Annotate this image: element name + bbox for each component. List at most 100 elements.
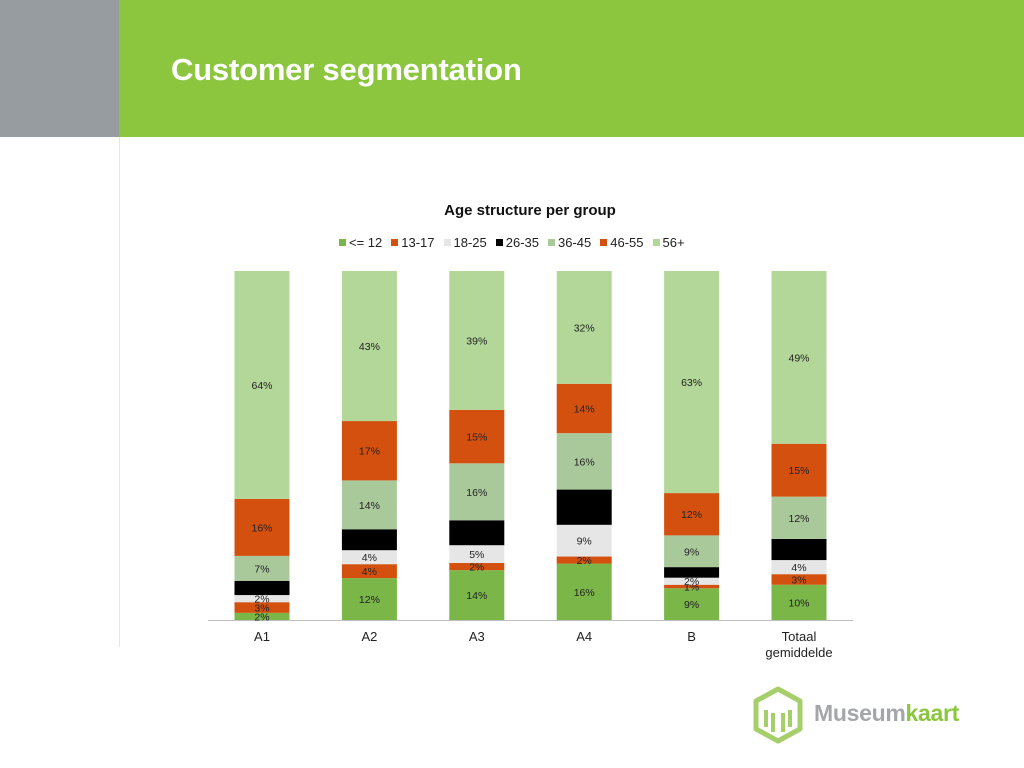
data-label: 2%: [684, 576, 699, 588]
x-tick-label: Totaal: [782, 629, 817, 644]
logo-word-kaart: kaart: [905, 700, 960, 726]
bar-segment: [664, 577, 720, 585]
bar-segment: [234, 602, 290, 613]
data-label: 16%: [251, 522, 272, 534]
legend-label: 26-35: [505, 235, 540, 250]
legend-label: 36-45: [558, 235, 592, 250]
data-label: 16%: [574, 587, 595, 599]
data-label: 12%: [788, 513, 809, 525]
legend-swatch: [548, 239, 556, 246]
chart-title: Age structure per group: [444, 202, 616, 219]
bar-segment: [556, 271, 612, 384]
data-label: 14%: [466, 590, 487, 602]
legend-swatch: [391, 239, 399, 246]
museumkaart-logo: Museumkaart: [752, 686, 992, 744]
bar-segment: [771, 560, 827, 575]
data-label: 2%: [254, 611, 269, 623]
bar-segment: [449, 520, 505, 546]
legend-item: 46-55: [600, 235, 644, 250]
bar-segment: [449, 545, 505, 564]
bar-segment: [771, 271, 827, 444]
data-label: 16%: [574, 456, 595, 468]
bar-segment: [556, 433, 612, 490]
data-label: 9%: [684, 599, 699, 611]
data-label: 63%: [681, 377, 702, 389]
data-label: 2%: [469, 562, 484, 574]
bar-segment: [556, 563, 612, 620]
bar-segment: [664, 271, 720, 494]
bar-segment: [449, 463, 505, 521]
bar-segment: [664, 535, 720, 568]
chart-legend: <= 12 13-17 18-25 26-35 36-45 46-55 56+: [339, 235, 685, 250]
data-label: 14%: [359, 500, 380, 512]
bar-segment: [771, 443, 827, 497]
bar-segment: [234, 271, 290, 499]
bar-segment: [234, 580, 290, 596]
bar-segment: [664, 493, 720, 536]
data-label: 2%: [577, 555, 592, 567]
legend-label: 18-25: [453, 235, 487, 250]
legend-item: 56+: [652, 235, 685, 250]
legend-item: 36-45: [548, 235, 591, 250]
data-label: 9%: [684, 546, 699, 558]
bar-segment: [341, 550, 397, 565]
bar-segment: [341, 271, 397, 422]
bar-segment: [664, 588, 720, 620]
bar-segment: [771, 574, 827, 585]
data-label: 3%: [791, 574, 806, 586]
x-tick-label: gemiddelde: [765, 645, 832, 660]
divider-line: [119, 137, 120, 647]
data-label: 12%: [681, 509, 702, 521]
data-label: 16%: [466, 487, 487, 499]
legend-swatch: [443, 239, 451, 246]
bar-segment: [449, 271, 505, 410]
bar-segment: [449, 570, 505, 620]
bar-segment: [341, 564, 397, 579]
bar-segment: [341, 578, 397, 620]
legend-item: 18-25: [443, 235, 487, 250]
bar-segment: [771, 496, 827, 539]
data-label: 32%: [574, 322, 595, 334]
legend-item: 13-17: [391, 235, 435, 250]
legend-swatch: [495, 239, 503, 246]
bar-segment: [341, 529, 397, 551]
bar-segment: [556, 524, 612, 557]
logo-word-museum: Museum: [814, 700, 906, 726]
data-label: 7%: [254, 563, 269, 575]
data-label: 15%: [466, 432, 487, 444]
x-tick-label: A4: [576, 629, 592, 644]
x-tick-label: B: [687, 629, 696, 644]
page-title: Customer segmentation: [171, 52, 522, 87]
logo-icon: [753, 686, 803, 744]
data-label: 5%: [469, 549, 484, 561]
bar-segment: [234, 498, 290, 556]
bar-segment: [771, 538, 827, 561]
bar-segment: [341, 480, 397, 530]
legend-item: <= 12: [339, 235, 382, 250]
data-label: 9%: [577, 536, 592, 548]
legend-swatch: [652, 239, 660, 246]
data-label: 10%: [788, 597, 809, 609]
bar-segment: [234, 555, 290, 581]
bar-segment: [556, 489, 612, 525]
data-label: 2%: [254, 594, 269, 606]
data-label: 64%: [251, 380, 272, 392]
bar-segment: [234, 595, 290, 603]
legend-label: 13-17: [401, 235, 435, 250]
legend-swatch: [600, 239, 608, 246]
legend-label: 46-55: [610, 235, 644, 250]
logo-wordmark: Museumkaart: [814, 700, 959, 727]
bar-segment: [449, 409, 505, 464]
legend-swatch: [339, 239, 346, 246]
bar-segment: [234, 612, 290, 620]
data-label: 15%: [788, 465, 809, 477]
data-label: 17%: [359, 446, 380, 458]
data-label: 4%: [791, 562, 806, 574]
data-label: 49%: [788, 352, 809, 364]
bar-segment: [449, 563, 505, 571]
legend-label: <= 12: [349, 235, 383, 250]
header-band: [119, 0, 1024, 137]
data-label: 14%: [574, 403, 595, 415]
data-label: 4%: [362, 566, 377, 578]
legend-label: 56+: [662, 235, 685, 250]
